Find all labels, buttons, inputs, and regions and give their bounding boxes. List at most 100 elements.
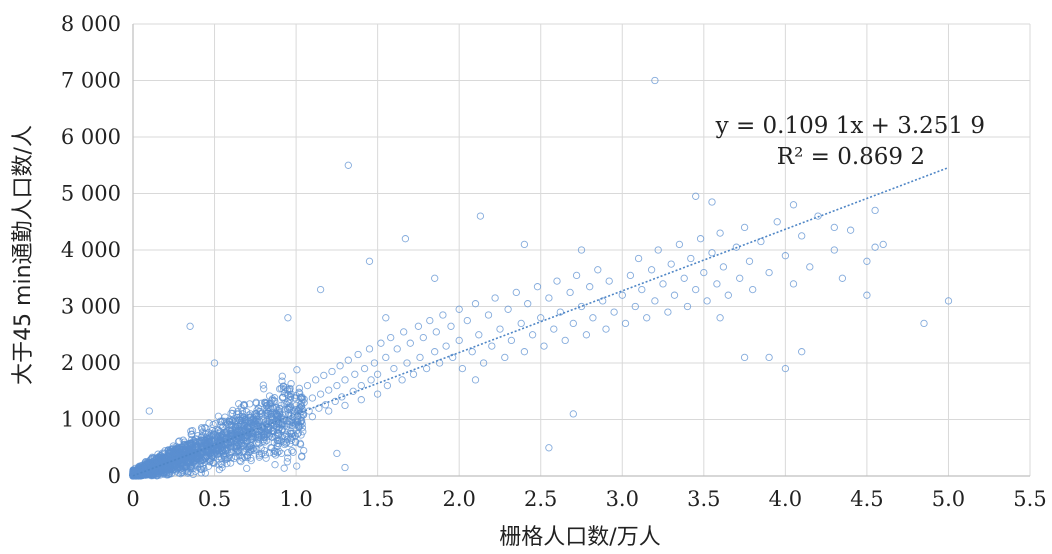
y-tick-labels: 0 1 000 2 000 3 000 4 000 5 000 6 000 7 000 8 00… bbox=[61, 12, 121, 488]
x-tick-label: 4.5 bbox=[850, 487, 883, 511]
scatter-point bbox=[920, 319, 928, 328]
scatter-point bbox=[246, 410, 255, 418]
scatter-point bbox=[871, 243, 879, 251]
scatter-point bbox=[260, 385, 268, 393]
scatter-point bbox=[198, 457, 206, 465]
scatter-point bbox=[507, 336, 516, 345]
scatter-point bbox=[282, 439, 290, 448]
scatter-point bbox=[165, 448, 173, 456]
scatter-point bbox=[781, 364, 790, 373]
scatter-point bbox=[263, 430, 271, 439]
scatter-point bbox=[512, 288, 520, 297]
scatter-point bbox=[879, 240, 887, 249]
scatter-point bbox=[439, 311, 447, 319]
scatter-point bbox=[377, 339, 385, 347]
scatter-point bbox=[316, 285, 325, 294]
scatter-point bbox=[226, 438, 234, 447]
scatter-point bbox=[863, 291, 871, 299]
scatter-point bbox=[172, 467, 180, 475]
scatter-point bbox=[276, 410, 284, 418]
scatter-point bbox=[365, 257, 374, 265]
scatter-point bbox=[806, 263, 814, 271]
scatter-point bbox=[234, 407, 242, 416]
scatter-point bbox=[284, 449, 292, 457]
scatter-point bbox=[280, 385, 288, 393]
scatter-point bbox=[468, 348, 476, 356]
scatter-point bbox=[189, 470, 197, 479]
x-tick-label: 5.5 bbox=[1013, 487, 1046, 511]
scatter-point bbox=[274, 436, 282, 445]
scatter-point bbox=[401, 235, 410, 243]
scatter-point bbox=[569, 319, 577, 328]
scatter-point bbox=[846, 226, 855, 234]
scatter-point bbox=[599, 297, 607, 305]
scatter-point bbox=[288, 432, 296, 441]
scatter-point bbox=[582, 331, 591, 339]
scatter-point bbox=[181, 440, 189, 449]
scatter-point bbox=[237, 420, 245, 428]
scatter-point bbox=[382, 353, 390, 362]
scatter-point bbox=[387, 333, 395, 342]
scatter-point bbox=[220, 451, 228, 460]
scatter-point bbox=[193, 463, 202, 471]
scatter-point bbox=[240, 400, 248, 409]
scatter-point bbox=[491, 294, 499, 302]
scatter-point bbox=[186, 446, 194, 454]
scatter-point bbox=[262, 454, 270, 462]
scatter-point bbox=[577, 246, 586, 254]
scatter-point bbox=[367, 376, 375, 384]
scatter-point bbox=[572, 271, 581, 280]
scatter-point bbox=[553, 277, 561, 285]
scatter-point bbox=[830, 246, 838, 254]
scatter-point bbox=[814, 212, 822, 220]
scatter-point bbox=[354, 350, 362, 359]
scatter-point bbox=[204, 462, 213, 470]
scatter-point bbox=[476, 212, 485, 220]
scatter-point bbox=[270, 449, 278, 458]
scatter-point bbox=[550, 325, 558, 333]
scatter-point bbox=[229, 416, 237, 425]
scatter-point bbox=[230, 418, 238, 426]
scatter-point bbox=[315, 404, 323, 412]
scatter-point bbox=[254, 404, 263, 412]
scatter-point bbox=[414, 322, 423, 330]
scatter-point bbox=[692, 192, 700, 200]
scatter-point bbox=[265, 449, 274, 457]
scatter-point bbox=[288, 447, 296, 455]
scatter-point bbox=[180, 441, 188, 449]
scatter-point bbox=[556, 308, 564, 316]
scatter-point bbox=[333, 449, 341, 458]
scatter-point bbox=[365, 345, 374, 353]
scatter-point bbox=[211, 419, 220, 428]
scatter-point bbox=[740, 353, 749, 362]
scatter-point bbox=[295, 384, 304, 393]
scatter-point bbox=[789, 201, 798, 209]
scatter-point bbox=[170, 462, 178, 470]
scatter-point bbox=[300, 398, 308, 407]
scatter-point bbox=[471, 300, 480, 308]
scatter-point bbox=[308, 394, 317, 402]
scatter-point bbox=[692, 285, 700, 294]
scatter-point bbox=[174, 448, 182, 457]
x-tick-label: 4.0 bbox=[769, 487, 802, 511]
scatter-point bbox=[789, 280, 798, 288]
scatter-point bbox=[320, 371, 328, 380]
scatter-point bbox=[243, 464, 251, 473]
scatter-point bbox=[179, 436, 187, 444]
scatter-point bbox=[250, 446, 258, 455]
x-tick-label: 5.0 bbox=[932, 487, 965, 511]
x-tick-label: 0.5 bbox=[198, 487, 231, 511]
scatter-point bbox=[252, 399, 260, 407]
scatter-point bbox=[680, 274, 688, 282]
scatter-point bbox=[238, 413, 246, 421]
scatter-point bbox=[219, 446, 227, 455]
scatter-point bbox=[586, 283, 594, 291]
scatter-point bbox=[496, 325, 504, 333]
scatter-point bbox=[520, 240, 529, 249]
scatter-point bbox=[749, 285, 757, 294]
scatter-point bbox=[202, 452, 211, 460]
scatter-point bbox=[703, 297, 711, 305]
scatter-point bbox=[520, 348, 529, 356]
scatter-point bbox=[435, 359, 444, 367]
y-tick-label: 5 000 bbox=[61, 182, 121, 206]
